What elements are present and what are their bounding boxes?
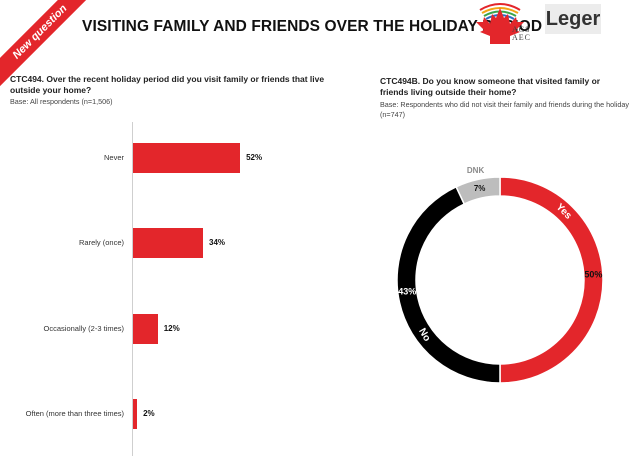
donut-slice-no: [396, 185, 501, 384]
donut-slice-yes: [499, 176, 604, 384]
right-question: CTC494B. Do you know someone that visite…: [380, 76, 601, 97]
bar-value-label: 12%: [163, 324, 180, 333]
donut-value-yes: 50%: [584, 270, 602, 280]
maple-leaf-icon: [476, 3, 524, 44]
bar-value-label: 52%: [246, 153, 263, 162]
leger-logo: Leger: [545, 4, 601, 34]
bar-label: Rarely (once): [78, 238, 124, 247]
bar-value-label: 2%: [143, 409, 155, 418]
leger-logo-text: Leger: [545, 8, 601, 30]
bar-value-label: 34%: [209, 238, 226, 247]
donut-label-dnk: DNK: [467, 166, 485, 175]
left-base: Base: All respondents (n=1,506): [10, 97, 113, 106]
acs-logo-text: ACS AEC: [512, 25, 531, 42]
page-title: VISITING FAMILY AND FRIENDS OVER THE HOL…: [82, 18, 543, 35]
donut-value-dnk: 7%: [474, 184, 486, 193]
donut-value-no: 43%: [398, 286, 416, 296]
donut-slice-dnk: [455, 176, 501, 205]
bar-label: Often (more than three times): [25, 409, 124, 418]
right-base: Base: Respondents who did not visit thei…: [380, 100, 629, 119]
bar: [133, 143, 241, 173]
bar: [133, 399, 138, 429]
acs-logo: ACS AEC: [470, 2, 536, 46]
bar-label: Occasionally (2-3 times): [43, 324, 124, 333]
bar: [133, 228, 204, 258]
bar-label: Never: [103, 153, 124, 162]
bar: [133, 314, 158, 344]
left-question: CTC494. Over the recent holiday period d…: [10, 74, 325, 95]
bar-axis: [132, 122, 133, 456]
